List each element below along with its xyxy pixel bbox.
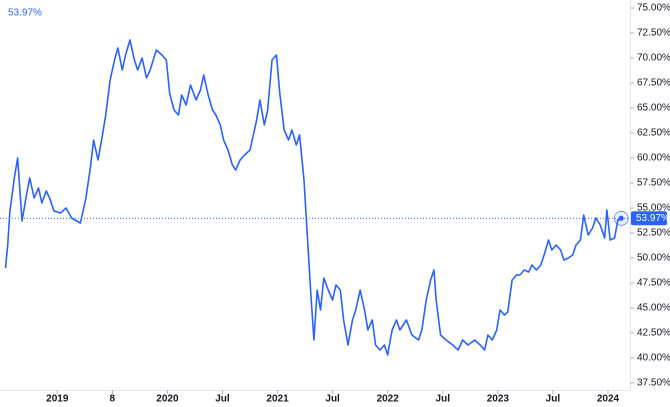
x-tick-label: 2023: [487, 394, 510, 405]
y-tick-label: 57.50%: [637, 178, 670, 189]
y-tick-label: 42.50%: [637, 328, 670, 339]
y-tick-label: 70.00%: [637, 53, 670, 64]
y-tick-label: 75.00%: [637, 3, 670, 14]
last-value-label: 53.97%: [8, 8, 42, 19]
last-value-tag: [631, 211, 667, 226]
x-tick-label: 2021: [266, 394, 289, 405]
y-tick-label: 72.50%: [637, 28, 670, 39]
x-tick-label: Jul: [546, 394, 561, 405]
x-tick-label: Jul: [325, 394, 340, 405]
y-tick-label: 40.00%: [637, 353, 670, 364]
y-tick-label: 60.00%: [637, 153, 670, 164]
price-line: [4, 39, 622, 356]
y-tick-label: 55.00%: [637, 203, 670, 214]
y-tick-label: 47.50%: [637, 278, 670, 289]
last-value-dot: [618, 215, 624, 221]
y-tick-label: 45.00%: [637, 303, 670, 314]
x-tick-label: 2024: [597, 394, 620, 405]
y-tick-label: 65.00%: [637, 103, 670, 114]
y-tick-label: 37.50%: [637, 378, 670, 389]
y-tick-label: 62.50%: [637, 128, 670, 139]
x-tick-label: 2022: [377, 394, 400, 405]
y-tick-label: 67.50%: [637, 78, 670, 89]
x-tick-label: Jul: [436, 394, 451, 405]
last-value-tag-label: 53.97%: [636, 213, 670, 224]
x-tick-label: 2019: [46, 394, 69, 405]
y-tick-label: 50.00%: [637, 253, 670, 264]
x-tick-label: 2020: [156, 394, 179, 405]
y-tick-label: 52.50%: [637, 228, 670, 239]
x-tick-label: Jul: [215, 394, 230, 405]
x-tick-label: 8: [110, 394, 116, 405]
